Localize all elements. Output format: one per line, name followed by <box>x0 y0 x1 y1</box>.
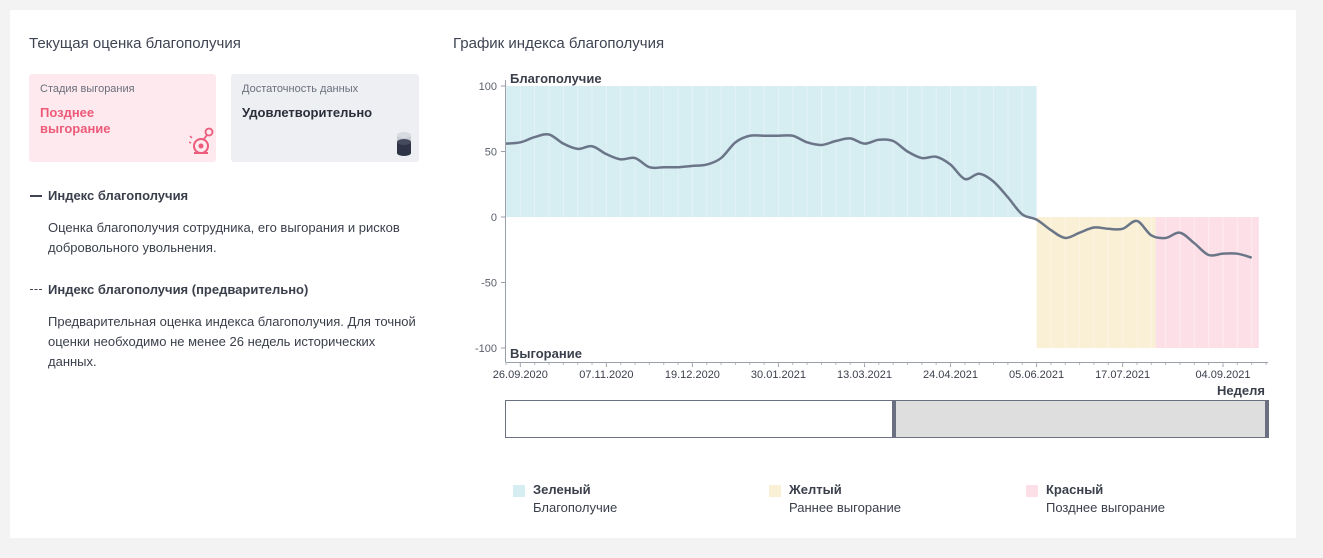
solid-line-legend-icon <box>30 195 42 197</box>
range-slider-right-handle[interactable] <box>1265 400 1269 438</box>
y-tick-label: -50 <box>481 278 497 290</box>
wellbeing-index-legend-description: Оценка благополучия сотрудника, его выго… <box>48 220 400 255</box>
x-tick-label: 24.04.2021 <box>923 369 978 381</box>
current-assessment-title: Текущая оценка благополучия <box>29 35 241 52</box>
chart-title: График индекса благополучия <box>453 35 665 52</box>
red-zone-name: Красный <box>1046 482 1104 497</box>
data-card-value: Удовлетворительно <box>242 105 373 120</box>
zone-1 <box>1036 217 1156 348</box>
x-tick-label: 19.12.2020 <box>665 369 720 381</box>
y-tick-label: -100 <box>475 343 497 355</box>
yellow-zone-name: Желтый <box>789 482 842 497</box>
preliminary-index-legend-description: Предварительная оценка индекса благополу… <box>48 314 416 369</box>
x-tick-label: 30.01.2021 <box>751 369 806 381</box>
x-tick-label: 05.06.2021 <box>1009 369 1064 381</box>
red-zone-swatch <box>1026 485 1038 497</box>
y-tick-label: 100 <box>479 81 497 93</box>
yellow-zone-description: Раннее выгорание <box>789 500 901 515</box>
yellow-zone-swatch <box>769 485 781 497</box>
burnout-stage-card: Стадия выгорания Позднее выгорание <box>29 74 216 162</box>
zone-0 <box>506 86 1037 217</box>
preliminary-index-legend-title: Индекс благополучия (предварительно) <box>48 282 309 297</box>
dashed-line-legend-icon <box>30 289 42 290</box>
zone-2 <box>1155 217 1259 348</box>
x-tick-label: 26.09.2020 <box>493 369 548 381</box>
x-axis-title: Неделя <box>1217 383 1265 398</box>
wellbeing-index-legend-title: Индекс благополучия <box>48 188 189 203</box>
x-tick-label: 04.09.2021 <box>1195 369 1250 381</box>
wellbeing-card: Текущая оценка благополучия Стадия выгор… <box>10 10 1296 538</box>
data-sufficiency-card: Достаточность данных Удовлетворительно <box>231 74 419 162</box>
wellbeing-axis-label: Благополучие <box>510 71 602 86</box>
axes-layer: 100 50 0 -50 -100 26.09.2020 07.11.2020 19.12.2… <box>475 80 1268 381</box>
burnout-axis-label: Выгорание <box>510 346 582 361</box>
range-slider-selection[interactable] <box>894 401 1268 437</box>
range-slider-left-handle[interactable] <box>892 400 896 438</box>
alarm-bell-icon <box>188 126 215 161</box>
x-tick-label: 17.07.2021 <box>1095 369 1150 381</box>
stage-card-label: Стадия выгорания <box>40 83 135 95</box>
x-tick-label: 13.03.2021 <box>837 369 892 381</box>
y-tick-label: 0 <box>491 212 497 224</box>
data-card-label: Достаточность данных <box>242 83 359 95</box>
y-tick-label: 50 <box>485 147 497 159</box>
wellbeing-index-chart: 100 50 0 -50 -100 26.09.2020 07.11.2020 19.12.2… <box>475 71 1270 438</box>
range-slider[interactable] <box>505 400 1270 438</box>
x-tick-label: 07.11.2020 <box>579 369 633 381</box>
green-zone-swatch <box>513 485 525 497</box>
green-zone-name: Зеленый <box>533 482 591 497</box>
wellbeing-index-line <box>505 132 1253 259</box>
zones-layer <box>505 86 1259 348</box>
red-zone-description: Позднее выгорание <box>1046 500 1166 515</box>
database-icon <box>397 132 411 161</box>
green-zone-description: Благополучие <box>533 500 618 515</box>
stage-card-value: Позднее выгорание <box>40 105 111 136</box>
